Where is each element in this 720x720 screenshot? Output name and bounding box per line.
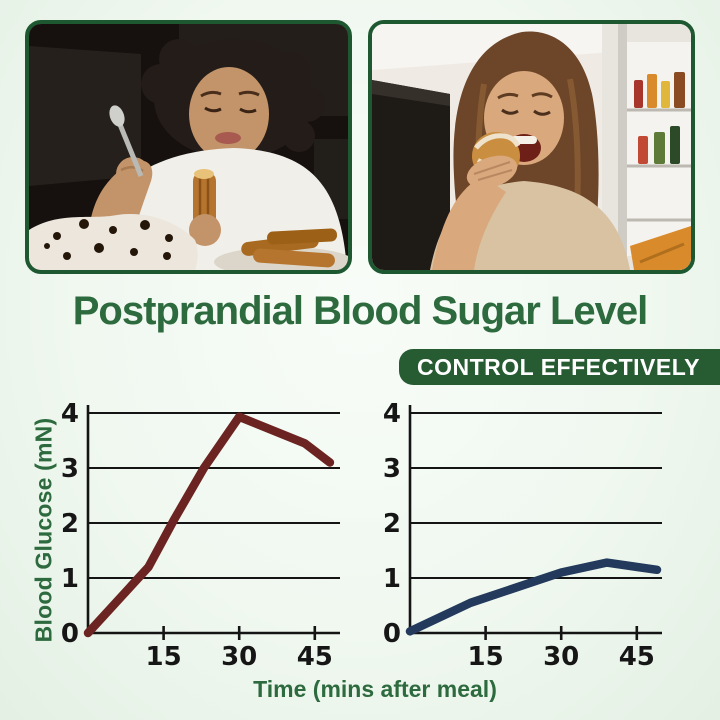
x-tick-label: 30 (221, 642, 257, 670)
y-tick-label: 4 (383, 399, 401, 429)
y-tick-label: 2 (61, 509, 79, 539)
photo-fridge-donut-illustration (372, 24, 691, 270)
chart-uncontrolled-blood-sugar: 0 1 2 3 4 15 30 45 (61, 399, 340, 670)
y-tick-label: 2 (383, 509, 401, 539)
series-uncontrolled-blood-sugar (83, 412, 335, 638)
x-tick-label: 45 (619, 642, 655, 670)
photo-fridge-donut (368, 20, 695, 274)
y-tick-label: 3 (61, 454, 79, 484)
x-tick-label: 15 (146, 642, 182, 670)
y-axis-label: Blood Glucose (mN) (30, 417, 57, 643)
y-tick-label: 1 (61, 564, 79, 594)
x-tick-label: 45 (297, 642, 333, 670)
photo-night-overeating (25, 20, 352, 274)
y-tick-label: 4 (61, 399, 79, 429)
y-tick-label: 0 (61, 619, 79, 649)
photo-night-overeating-illustration (29, 24, 348, 270)
chart-controlled-blood-sugar: 0 1 2 3 4 15 30 45 (383, 399, 662, 670)
x-tick-label: 30 (543, 642, 579, 670)
series-controlled-blood-sugar (405, 558, 662, 636)
y-tick-label: 0 (383, 619, 401, 649)
x-axis-label: Time (mins after meal) (253, 676, 497, 702)
x-tick-label: 15 (468, 642, 504, 670)
control-effectively-badge: CONTROL EFFECTIVELY (399, 349, 720, 385)
y-tick-label: 3 (383, 454, 401, 484)
page-title: Postprandial Blood Sugar Level (72, 289, 649, 333)
y-tick-label: 1 (383, 564, 401, 594)
